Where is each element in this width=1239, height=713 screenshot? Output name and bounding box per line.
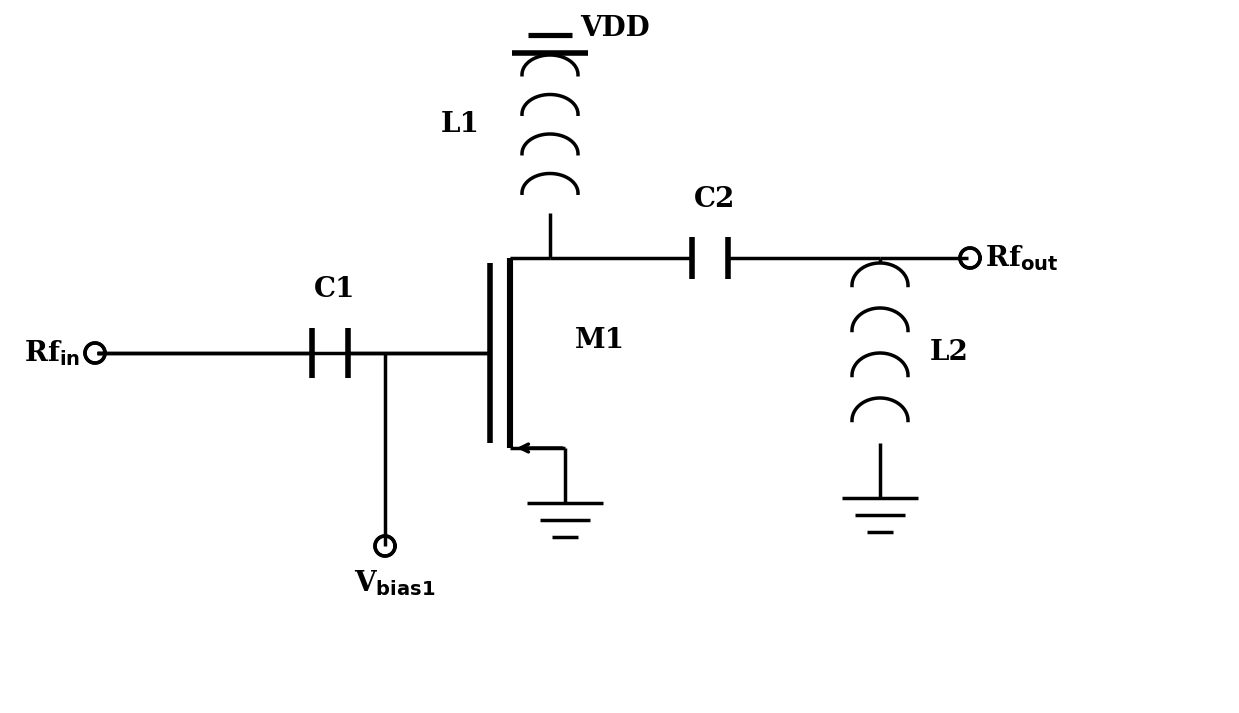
Polygon shape xyxy=(375,536,395,556)
Text: C1: C1 xyxy=(315,276,356,303)
Text: V$_{\mathbf{bias1}}$: V$_{\mathbf{bias1}}$ xyxy=(354,568,436,597)
Text: Rf$_{\mathbf{in}}$: Rf$_{\mathbf{in}}$ xyxy=(24,338,81,368)
Polygon shape xyxy=(960,248,980,268)
Text: M1: M1 xyxy=(575,327,624,354)
Text: L1: L1 xyxy=(441,111,479,138)
Text: VDD: VDD xyxy=(580,14,649,41)
Text: C2: C2 xyxy=(694,186,736,213)
Text: L2: L2 xyxy=(930,339,969,366)
Polygon shape xyxy=(85,343,105,363)
Text: Rf$_{\mathbf{out}}$: Rf$_{\mathbf{out}}$ xyxy=(985,243,1058,273)
